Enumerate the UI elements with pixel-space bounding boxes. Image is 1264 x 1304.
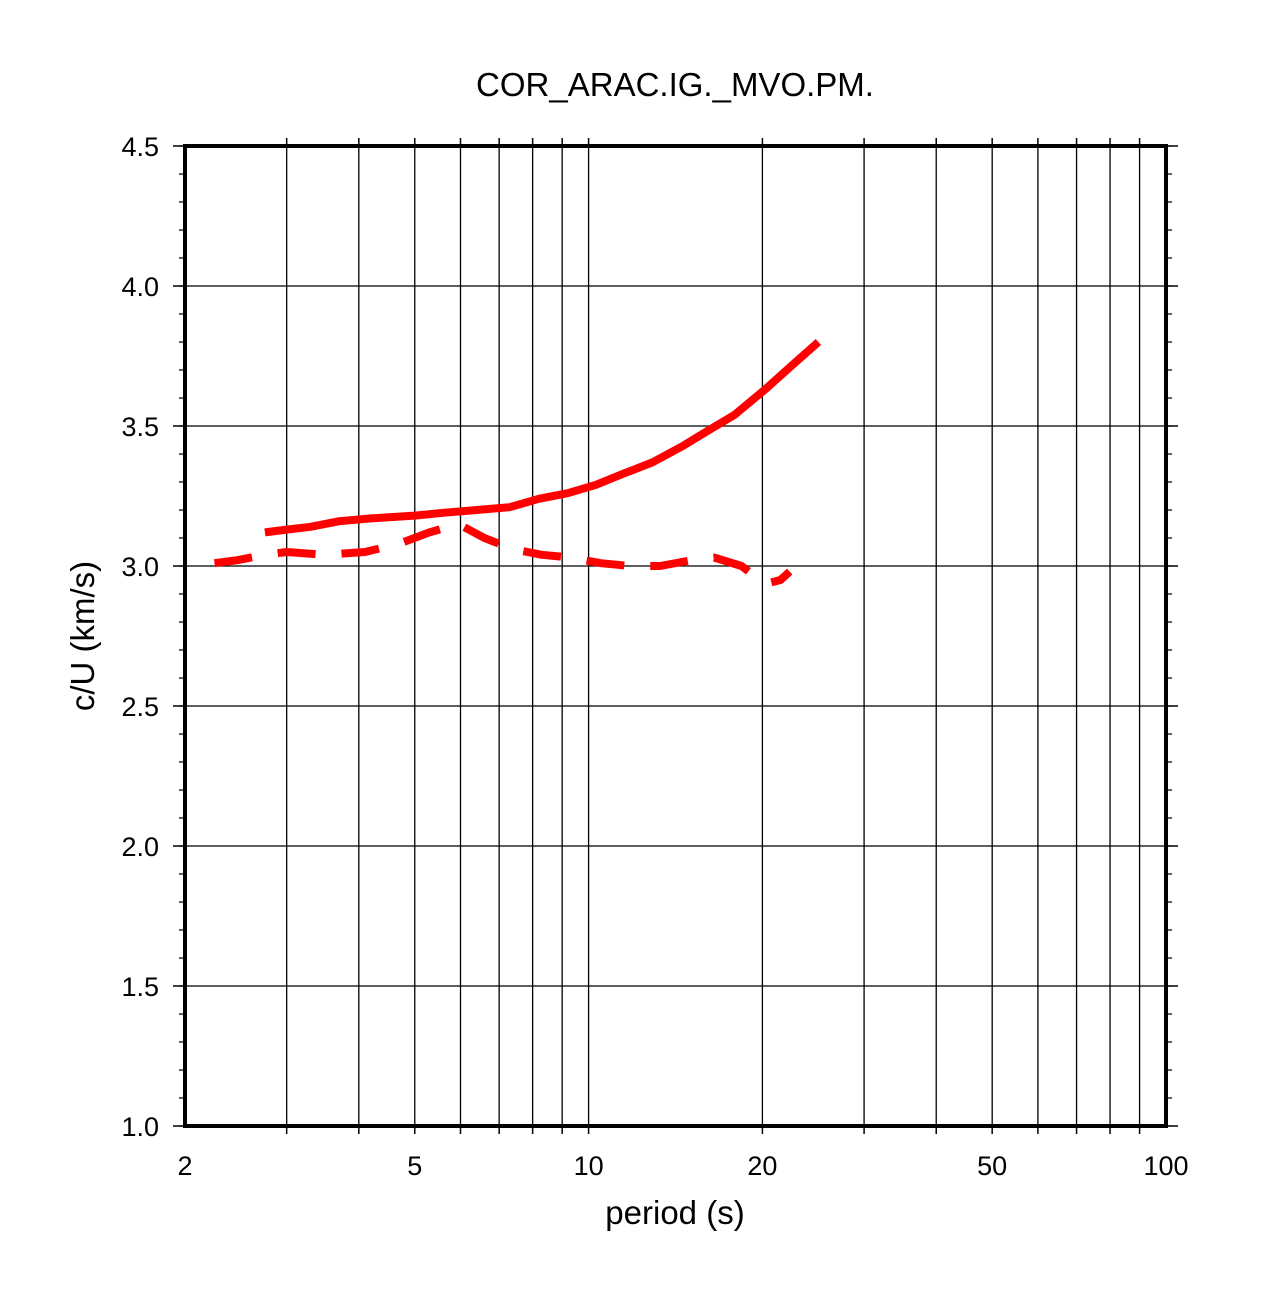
y-tick-label: 2.0: [121, 832, 159, 862]
y-tick-label: 1.5: [121, 972, 159, 1002]
series-line-solid: [264, 339, 822, 537]
x-tick-label: 50: [977, 1151, 1007, 1181]
y-tick-label: 1.0: [121, 1112, 159, 1142]
plot-frame: [183, 144, 1168, 1128]
x-tick-label: 100: [1143, 1151, 1188, 1181]
x-tick-label: 10: [574, 1151, 604, 1181]
y-tick-label: 4.5: [121, 132, 159, 162]
y-tick-label: 3.0: [121, 552, 159, 582]
x-tick-label: 20: [747, 1151, 777, 1181]
chart-title: COR_ARAC.IG._MVO.PM.: [476, 66, 874, 103]
tick-labels: 2 5 10 20 50 100 1.0 1.5 2.0 2.5 3.0 3.5 4.0 4.5: [121, 132, 1188, 1181]
y-axis-label: c/U (km/s): [64, 561, 101, 711]
x-tick-label: 2: [177, 1151, 192, 1181]
y-tick-label: 2.5: [121, 692, 159, 722]
series-layer: [213, 339, 822, 587]
ticks: [173, 138, 1178, 1134]
y-tick-label: 4.0: [121, 272, 159, 302]
series-line-dashed: [213, 520, 793, 587]
x-axis-label: period (s): [605, 1194, 744, 1231]
grid: [185, 146, 1166, 1126]
x-tick-label: 5: [407, 1151, 422, 1181]
y-tick-label: 3.5: [121, 412, 159, 442]
